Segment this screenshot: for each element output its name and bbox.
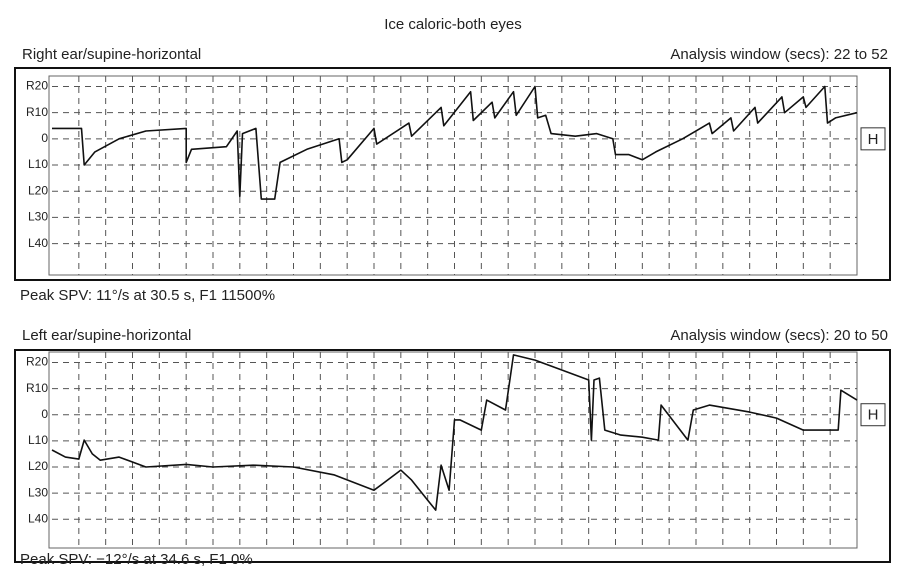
marker-box	[860, 127, 886, 151]
plot-frame	[48, 75, 858, 276]
y-tick-label: R20	[26, 79, 48, 93]
y-tick-label: L10	[28, 157, 48, 171]
panel-title: Right ear/supine-horizontal	[22, 46, 201, 63]
y-tick-label: R10	[26, 381, 48, 395]
trace	[52, 85, 858, 200]
page-title: Ice caloric-both eyes	[384, 16, 522, 33]
marker-label: H	[868, 131, 879, 148]
peak-spv: Peak SPV: 11°/s at 30.5 s, F1 11500%	[20, 287, 275, 304]
y-tick-label: L20	[28, 459, 48, 473]
y-tick-label: R10	[26, 105, 48, 119]
y-tick-label: L30	[28, 485, 48, 499]
plot-frame	[48, 351, 858, 549]
y-tick-label: R20	[26, 355, 48, 369]
y-tick-label: L40	[28, 511, 48, 525]
marker-box	[860, 403, 886, 427]
analysis-window: Analysis window (secs): 22 to 52	[670, 46, 888, 63]
y-tick-label: 0	[41, 131, 48, 145]
y-tick-label: 0	[41, 407, 48, 421]
panel-frame	[14, 349, 891, 563]
analysis-window: Analysis window (secs): 20 to 50	[670, 327, 888, 344]
y-tick-label: L30	[28, 210, 48, 224]
y-tick-label: L10	[28, 433, 48, 447]
panel-frame	[14, 67, 891, 281]
peak-spv: Peak SPV: −12°/s at 34.6 s, F1 0%	[20, 551, 253, 568]
panel-title: Left ear/supine-horizontal	[22, 327, 191, 344]
y-tick-label: L40	[28, 236, 48, 250]
trace	[51, 354, 858, 511]
marker-label: H	[868, 407, 879, 424]
y-tick-label: L20	[28, 183, 48, 197]
